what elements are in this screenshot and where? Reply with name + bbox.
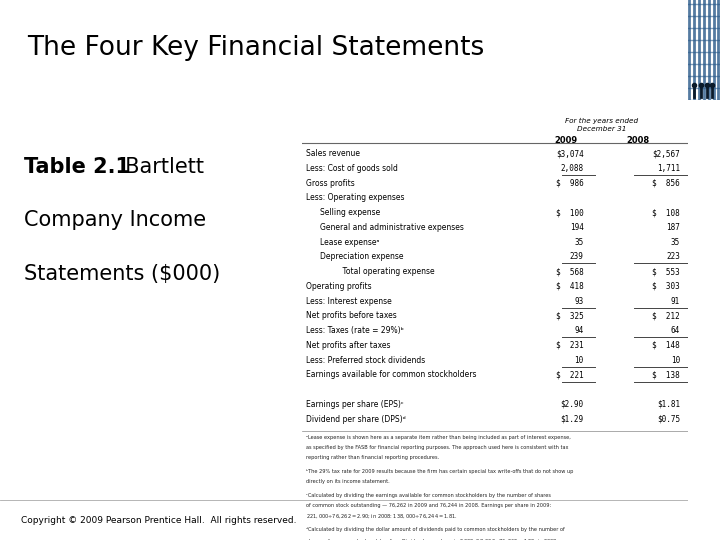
Text: Selling expense: Selling expense xyxy=(320,208,380,217)
Text: Gross profits: Gross profits xyxy=(306,179,355,187)
Text: as specified by the FASB for financial reporting purposes. The approach used her: as specified by the FASB for financial r… xyxy=(306,445,569,450)
Text: $1.81: $1.81 xyxy=(657,400,680,409)
Text: 187: 187 xyxy=(666,223,680,232)
Text: ᵃLease expense is shown here as a separate item rather than being included as pa: ᵃLease expense is shown here as a separa… xyxy=(306,435,571,440)
Text: $  325: $ 325 xyxy=(556,312,584,320)
Text: 239: 239 xyxy=(570,252,584,261)
Text: $  856: $ 856 xyxy=(652,179,680,187)
Text: 10: 10 xyxy=(575,356,584,364)
Text: Net profits before taxes: Net profits before taxes xyxy=(306,312,397,320)
Text: $  553: $ 553 xyxy=(652,267,680,276)
Text: 5: 5 xyxy=(698,513,709,528)
Text: Less: Operating expenses: Less: Operating expenses xyxy=(306,193,405,202)
Text: December 31: December 31 xyxy=(577,126,626,132)
Text: Lease expenseᵃ: Lease expenseᵃ xyxy=(320,238,379,247)
Text: Table 2.1: Table 2.1 xyxy=(24,157,130,177)
Text: $  100: $ 100 xyxy=(556,208,584,217)
Text: $  568: $ 568 xyxy=(556,267,584,276)
Text: $  148: $ 148 xyxy=(652,341,680,350)
Text: Less: Cost of goods sold: Less: Cost of goods sold xyxy=(306,164,398,173)
Text: $2.90: $2.90 xyxy=(560,400,584,409)
Text: 223: 223 xyxy=(666,252,680,261)
Text: Dividend per share (DPS)ᵈ: Dividend per share (DPS)ᵈ xyxy=(306,415,406,424)
Text: Less: Preferred stock dividends: Less: Preferred stock dividends xyxy=(306,356,426,364)
Text: Copyright © 2009 Pearson Prentice Hall.  All rights reserved.: Copyright © 2009 Pearson Prentice Hall. … xyxy=(21,516,296,525)
Text: General and administrative expenses: General and administrative expenses xyxy=(320,223,464,232)
Text: of common stock outstanding — 76,262 in 2009 and 76,244 in 2008. Earnings per sh: of common stock outstanding — 76,262 in … xyxy=(306,503,552,508)
Text: $  108: $ 108 xyxy=(652,208,680,217)
Text: shares of common stock outstanding. Dividends per share in 2009: $98,000 ÷ 76,26: shares of common stock outstanding. Divi… xyxy=(306,537,559,540)
Text: $2,567: $2,567 xyxy=(652,149,680,158)
Text: 2008: 2008 xyxy=(626,136,649,145)
Text: Total operating expense: Total operating expense xyxy=(333,267,435,276)
Text: ᵈCalculated by dividing the dollar amount of dividends paid to common stockholde: ᵈCalculated by dividing the dollar amoun… xyxy=(306,527,565,532)
Text: $  138: $ 138 xyxy=(652,370,680,380)
Text: Statements ($000): Statements ($000) xyxy=(24,264,220,284)
Text: Bartlett: Bartlett xyxy=(112,157,204,177)
Text: ᵇThe 29% tax rate for 2009 results because the firm has certain special tax writ: ᵇThe 29% tax rate for 2009 results becau… xyxy=(306,469,574,474)
Text: $0.75: $0.75 xyxy=(657,415,680,424)
Text: 91: 91 xyxy=(670,296,680,306)
Text: $  212: $ 212 xyxy=(652,312,680,320)
Text: $1.29: $1.29 xyxy=(560,415,584,424)
Text: Company Income: Company Income xyxy=(24,211,207,231)
Text: 194: 194 xyxy=(570,223,584,232)
Text: $  221: $ 221 xyxy=(556,370,584,380)
Text: Less: Interest expense: Less: Interest expense xyxy=(306,296,392,306)
Text: 10: 10 xyxy=(670,356,680,364)
Text: 94: 94 xyxy=(575,326,584,335)
Text: For the years ended: For the years ended xyxy=(565,118,639,125)
Text: ᶜCalculated by dividing the earnings available for common stockholders by the nu: ᶜCalculated by dividing the earnings ava… xyxy=(306,493,551,498)
Text: reporting rather than financial reporting procedures.: reporting rather than financial reportin… xyxy=(306,455,439,460)
Text: 2009: 2009 xyxy=(554,136,578,145)
Text: $  418: $ 418 xyxy=(556,282,584,291)
Text: $  986: $ 986 xyxy=(556,179,584,187)
Text: directly on its income statement.: directly on its income statement. xyxy=(306,479,390,484)
Text: The Four Key Financial Statements: The Four Key Financial Statements xyxy=(27,35,485,61)
Text: Less: Taxes (rate = 29%)ᵇ: Less: Taxes (rate = 29%)ᵇ xyxy=(306,326,404,335)
Text: 1,711: 1,711 xyxy=(657,164,680,173)
Text: 2,088: 2,088 xyxy=(560,164,584,173)
Text: 35: 35 xyxy=(670,238,680,247)
Text: Depreciation expense: Depreciation expense xyxy=(320,252,403,261)
Text: $  303: $ 303 xyxy=(652,282,680,291)
Text: Net profits after taxes: Net profits after taxes xyxy=(306,341,391,350)
Text: Earnings per share (EPS)ᶜ: Earnings per share (EPS)ᶜ xyxy=(306,400,404,409)
Text: 35: 35 xyxy=(575,238,584,247)
Text: $221,000 ÷ 76,262 = $2.90; in 2008: $138,000 ÷ 76,244 = $1.81.: $221,000 ÷ 76,262 = $2.90; in 2008: $138… xyxy=(306,513,458,521)
Text: $  231: $ 231 xyxy=(556,341,584,350)
Text: 64: 64 xyxy=(670,326,680,335)
Text: 93: 93 xyxy=(575,296,584,306)
Text: Earnings available for common stockholders: Earnings available for common stockholde… xyxy=(306,370,477,380)
Text: $3,074: $3,074 xyxy=(556,149,584,158)
Text: Operating profits: Operating profits xyxy=(306,282,372,291)
Text: Sales revenue: Sales revenue xyxy=(306,149,360,158)
